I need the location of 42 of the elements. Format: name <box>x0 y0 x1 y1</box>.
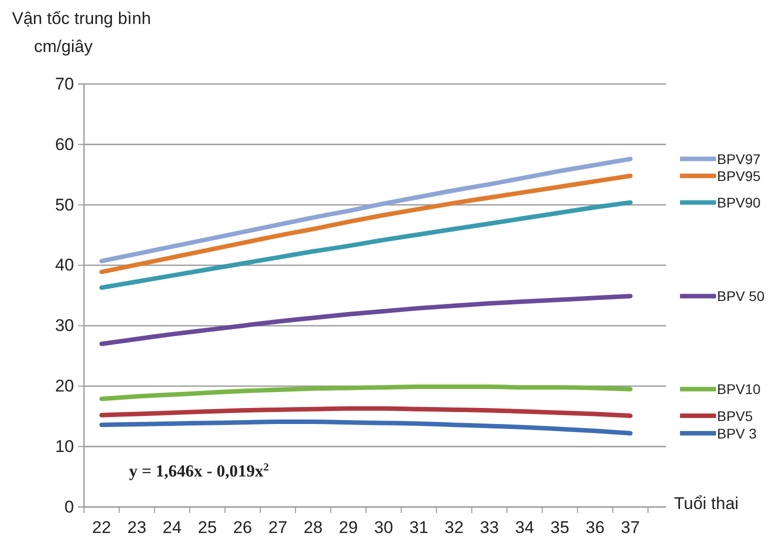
x-tick-label: 26 <box>233 518 252 538</box>
x-tick-label: 35 <box>550 518 570 538</box>
x-tick-label: 31 <box>409 518 428 538</box>
legend-label: BPV95 <box>717 168 761 184</box>
line-series <box>99 294 633 346</box>
y-tick-label: 50 <box>55 195 74 214</box>
line-series <box>99 174 633 274</box>
x-tick-label: 22 <box>92 518 112 538</box>
chart-title: Vận tốc trung bình <box>12 9 151 28</box>
x-tick-label: 25 <box>198 518 217 538</box>
y-tick-label: 10 <box>55 437 74 456</box>
x-axis-title: Tuổi thai <box>674 494 739 513</box>
line-series <box>99 200 633 290</box>
legend-label: BPV 50 <box>717 288 765 304</box>
legend-label: BPV90 <box>717 194 761 210</box>
x-tick-label: 37 <box>620 518 640 538</box>
x-tick-label: 30 <box>374 518 394 538</box>
legend-label: BPV10 <box>717 381 761 398</box>
y-tick-label: 40 <box>55 256 74 275</box>
x-tick-label: 33 <box>480 518 499 538</box>
x-tick-label: 32 <box>444 518 464 538</box>
x-tick-label: 23 <box>127 518 146 538</box>
y-tick-label: 0 <box>64 497 74 516</box>
line-series <box>99 420 633 436</box>
line-series <box>99 384 633 402</box>
legend-label: BPV 3 <box>717 425 757 442</box>
x-tick-label: 34 <box>515 518 534 538</box>
x-tick-label: 27 <box>268 518 288 538</box>
y-tick-label: 60 <box>55 134 74 154</box>
y-tick-label: 20 <box>55 376 74 396</box>
annotation: y = 1,646x - 0,019x$^{2}$ <box>129 462 270 481</box>
line-series <box>99 156 633 264</box>
x-tick-label: 29 <box>338 518 358 538</box>
y-axis-title: cm/giây <box>34 37 94 56</box>
y-tick-label: 30 <box>55 316 74 336</box>
y-tick-label: 70 <box>55 74 74 94</box>
x-tick-label: 28 <box>304 518 323 538</box>
legend-label: BPV5 <box>717 408 754 424</box>
x-tick-label: 36 <box>586 518 605 538</box>
x-tick-label: 24 <box>162 518 182 538</box>
line-series <box>99 406 633 418</box>
legend-label: BPV97 <box>717 150 761 167</box>
